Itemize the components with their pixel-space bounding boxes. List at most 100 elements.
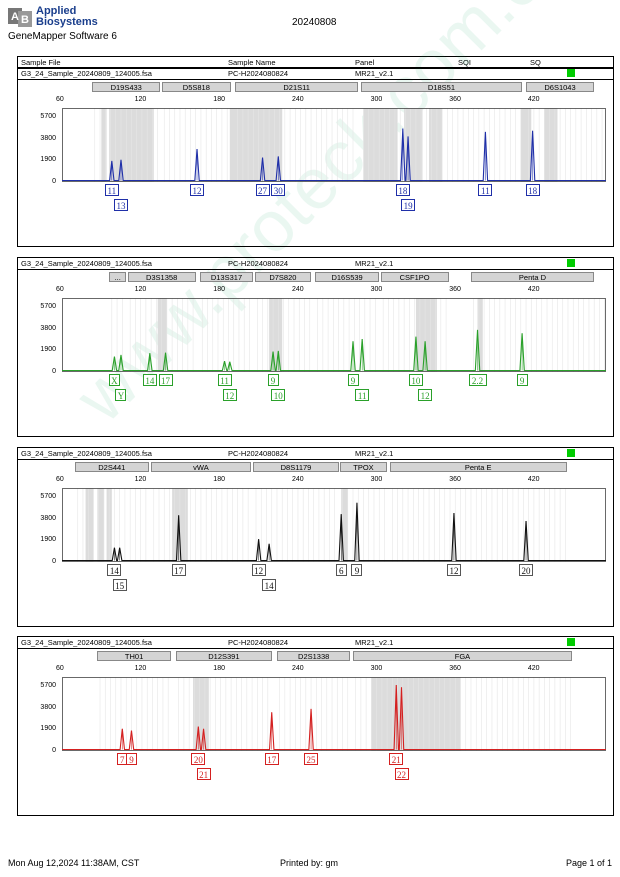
allele-call-label[interactable]: 30 <box>271 184 286 196</box>
marker-d8s1179: D8S1179 <box>253 462 339 472</box>
allele-bin <box>363 108 398 182</box>
allele-call-label[interactable]: 14 <box>262 579 277 591</box>
allele-call-label[interactable]: 10 <box>408 374 423 386</box>
allele-call-label[interactable]: 21 <box>389 753 404 765</box>
panel-name: MR21_v2.1 <box>355 638 394 647</box>
allele-call-label[interactable]: 14 <box>142 374 157 386</box>
allele-call-label[interactable]: 9 <box>267 374 279 386</box>
x-tick-label: 420 <box>527 96 540 103</box>
allele-call-label[interactable]: 12 <box>446 564 461 576</box>
x-tick-label: 240 <box>291 665 304 672</box>
electropherogram-plot <box>62 488 606 562</box>
y-tick-label: 3800 <box>40 134 56 142</box>
allele-call-label[interactable]: 27 <box>255 184 270 196</box>
allele-bin <box>229 108 283 182</box>
allele-call-label[interactable]: 22 <box>394 768 409 780</box>
electropherogram-plot <box>62 298 606 372</box>
footer-page: Page 1 of 1 <box>566 858 613 868</box>
allele-call-label[interactable]: 25 <box>304 753 319 765</box>
x-tick-label: 120 <box>134 665 147 672</box>
allele-call-label[interactable]: 11 <box>104 184 119 196</box>
column-header: Sample File Sample Name Panel SQI SQ <box>17 56 614 69</box>
col-sample-name: Sample Name <box>228 58 276 67</box>
allele-call-label[interactable]: 9 <box>516 374 528 386</box>
marker-pentad: Penta D <box>470 272 594 282</box>
marker-th01: TH01 <box>97 651 171 661</box>
allele-bin <box>520 108 532 182</box>
allele-call-label[interactable]: 21 <box>196 768 211 780</box>
allele-bin <box>193 677 209 751</box>
allele-call-label[interactable]: 11 <box>355 389 370 401</box>
x-tick-label: 180 <box>213 96 225 103</box>
svg-text:B: B <box>21 14 29 26</box>
allele-call-label[interactable]: 11 <box>478 184 493 196</box>
signal-trace <box>62 684 606 751</box>
allele-call-label[interactable]: 9 <box>125 753 137 765</box>
allele-bin <box>269 298 283 372</box>
panel-title-row: G3_24_Sample_20240809_124005.fsa PC-H2024… <box>18 258 613 270</box>
allele-call-label[interactable]: 15 <box>112 579 127 591</box>
y-tick-label: 3800 <box>40 514 56 522</box>
allele-call-label[interactable]: 17 <box>171 564 186 576</box>
y-tick-label: 1900 <box>40 725 56 733</box>
y-tick-label: 1900 <box>40 346 56 354</box>
x-tick-label: 240 <box>291 286 304 293</box>
x-tick-label: 360 <box>449 96 461 103</box>
x-tick-label: 420 <box>527 476 540 483</box>
allele-call-label[interactable]: 17 <box>264 753 279 765</box>
y-tick-label: 0 <box>52 558 56 565</box>
sample-name: PC-H2024080824 <box>228 69 289 78</box>
allele-call-label[interactable]: 14 <box>107 564 122 576</box>
allele-call-label[interactable]: 2.2 <box>468 374 487 386</box>
marker-d5s818: D5S818 <box>161 82 232 92</box>
sample-file: G3_24_Sample_20240809_124005.fsa <box>21 69 152 78</box>
allele-call-label[interactable]: 6 <box>335 564 347 576</box>
allele-call-label[interactable]: 11 <box>217 374 232 386</box>
x-tick-label: 420 <box>527 665 540 672</box>
panel-name: MR21_v2.1 <box>355 69 394 78</box>
allele-call-label[interactable]: 13 <box>113 199 128 211</box>
x-tick-label: 60 <box>56 286 64 293</box>
allele-call-label[interactable]: 12 <box>251 564 266 576</box>
allele-call-label[interactable]: 9 <box>351 564 363 576</box>
allele-call-label[interactable]: Y <box>115 389 127 401</box>
allele-call-label[interactable]: X <box>108 374 120 386</box>
allele-call-label[interactable]: 19 <box>401 199 416 211</box>
electropherogram-panel: G3_24_Sample_20240809_124005.fsa PC-H2024… <box>17 636 614 816</box>
plot-frame <box>62 298 606 372</box>
allele-call-label[interactable]: 18 <box>525 184 540 196</box>
panel-name: MR21_v2.1 <box>355 449 394 458</box>
allele-call-label[interactable]: 9 <box>347 374 359 386</box>
col-sqi: SQI <box>458 58 471 67</box>
allele-call-label[interactable]: 12 <box>418 389 433 401</box>
electropherogram-plot <box>62 108 606 182</box>
allele-call-label[interactable]: 10 <box>271 389 286 401</box>
x-tick-label: 300 <box>370 476 383 483</box>
x-tick-label: 360 <box>449 665 461 672</box>
allele-bin <box>404 108 423 182</box>
software-name: GeneMapper Software 6 <box>8 31 117 42</box>
allele-bin <box>85 488 94 562</box>
allele-call-label[interactable]: 20 <box>191 753 206 765</box>
allele-call-label[interactable]: 18 <box>395 184 410 196</box>
plot-frame <box>62 677 606 751</box>
marker-d19s433: D19S433 <box>92 82 161 92</box>
marker-tpox: TPOX <box>339 462 388 472</box>
allele-bin <box>477 298 483 372</box>
ab-logo-icon: A B <box>8 8 32 27</box>
signal-trace <box>62 128 606 182</box>
allele-call-label[interactable]: 12 <box>222 389 237 401</box>
x-tick-label: 60 <box>56 665 64 672</box>
allele-call-label[interactable]: 12 <box>190 184 205 196</box>
x-tick-label: 60 <box>56 96 64 103</box>
y-tick-label: 1900 <box>40 156 56 164</box>
y-tick-label: 0 <box>52 178 56 185</box>
x-tick-label: 240 <box>291 96 304 103</box>
allele-call-label[interactable]: 17 <box>158 374 173 386</box>
sq-status-indicator <box>567 69 575 77</box>
x-tick-label: 240 <box>291 476 304 483</box>
marker-vwa: vWA <box>151 462 251 472</box>
allele-call-label[interactable]: 20 <box>519 564 534 576</box>
allele-bin <box>371 677 461 751</box>
marker-d12s391: D12S391 <box>176 651 272 661</box>
